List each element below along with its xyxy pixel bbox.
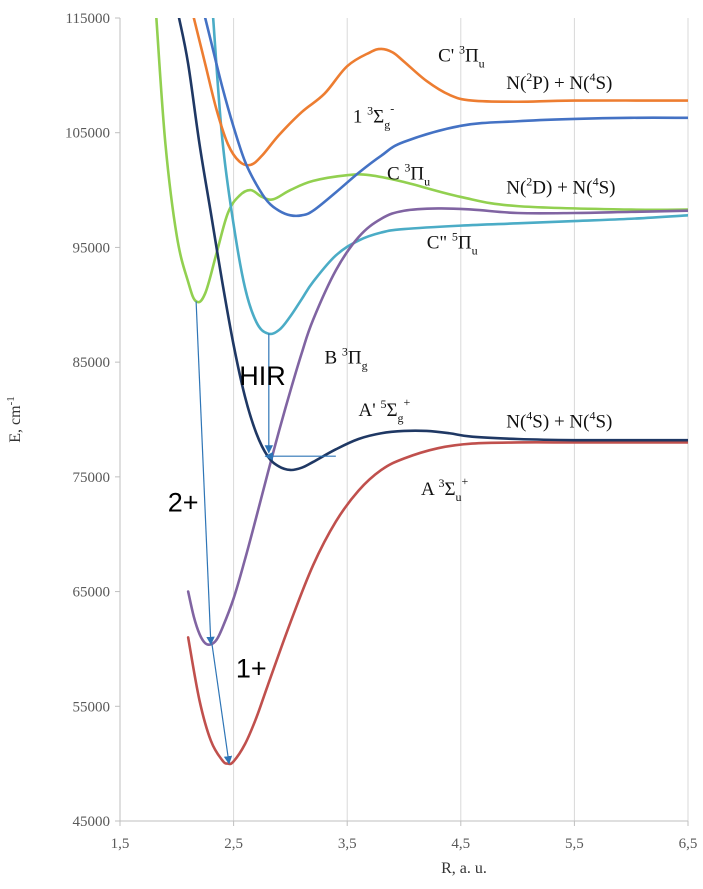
y-tick-label: 105000 — [65, 126, 110, 142]
transition-label-hir: HIR — [239, 361, 286, 391]
y-tick-label: 95000 — [73, 240, 111, 256]
x-tick-label: 2,5 — [224, 836, 243, 852]
x-axis-title: R, a. u. — [441, 860, 487, 877]
state-label: N(2P) + N(4S) — [506, 70, 612, 94]
x-tick-label: 1,5 — [111, 836, 130, 852]
x-tick-label: 3,5 — [338, 836, 357, 852]
y-tick-label: 45000 — [73, 814, 111, 830]
state-label: C" 5Πu — [427, 230, 478, 258]
series-line-c-3-u — [155, 18, 688, 304]
y-tick-label: 115000 — [66, 11, 110, 27]
series-line-b-3-g — [186, 207, 688, 647]
state-label: A 3Σu+ — [421, 474, 469, 504]
y-axis-title-text: E, cm — [7, 405, 24, 443]
state-label: B 3Πg — [324, 344, 367, 372]
transition-label-2plus: 2+ — [168, 487, 199, 517]
x-tick-label: 6,5 — [679, 836, 698, 852]
transition-arrow-1plus — [211, 644, 233, 765]
axes: 45000 55000 65000 75000 85000 95000 105000 1150… — [65, 11, 697, 852]
x-tick-label: 5,5 — [565, 836, 584, 852]
y-tick-label: 55000 — [73, 699, 111, 715]
series-line-c-3-u — [192, 18, 688, 167]
series-line-1-3-g — [203, 18, 688, 218]
y-tick-label: 75000 — [73, 470, 111, 486]
x-tick-label: 4,5 — [451, 836, 470, 852]
series-group — [155, 18, 688, 766]
state-label: N(4S) + N(4S) — [506, 409, 612, 433]
transition-arrow-2plus — [195, 301, 215, 646]
series-line-a-5-g — [177, 18, 688, 472]
transition-arrows — [195, 301, 336, 765]
y-axis-title-sup: -1 — [5, 396, 17, 405]
y-tick-label: 85000 — [73, 355, 111, 371]
state-labels: C' 3Πu N(2P) + N(4S) 1 3Σg- C 3Πu N(2D) + N(… — [168, 43, 616, 684]
y-tick-label: 65000 — [73, 585, 111, 601]
state-label: C 3Πu — [387, 161, 430, 189]
state-label: C' 3Πu — [438, 43, 485, 71]
series-line-c-5-u — [211, 18, 688, 336]
state-label: A' 5Σg+ — [359, 395, 411, 425]
y-axis-title: E, cm-1 — [5, 396, 24, 443]
transition-label-1plus: 1+ — [236, 654, 267, 684]
state-label: N(2D) + N(4S) — [506, 175, 615, 199]
state-label: 1 3Σg- — [353, 101, 394, 131]
